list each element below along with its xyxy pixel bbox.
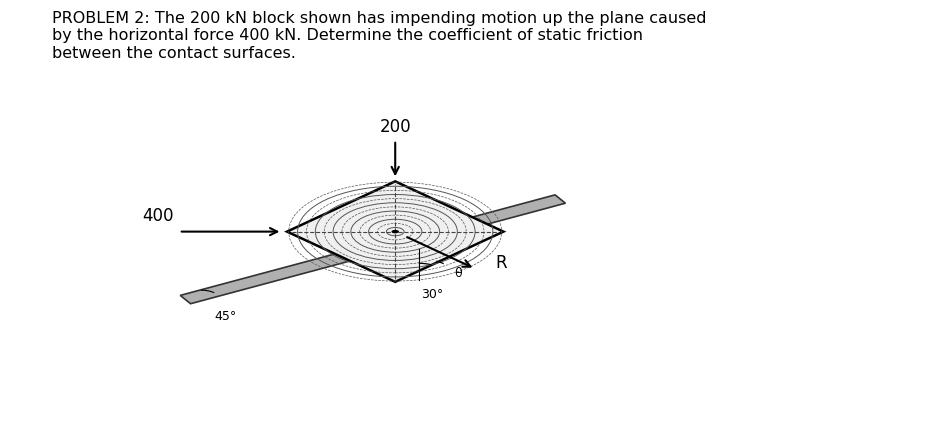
Text: R: R	[496, 254, 507, 272]
Text: 30°: 30°	[422, 288, 444, 301]
Text: PROBLEM 2: The 200 kN block shown has impending motion up the plane caused
by th: PROBLEM 2: The 200 kN block shown has im…	[52, 11, 707, 61]
Text: 400: 400	[143, 208, 174, 225]
Polygon shape	[181, 195, 566, 304]
Text: θ: θ	[455, 267, 462, 281]
Text: 45°: 45°	[215, 310, 236, 323]
Text: 200: 200	[379, 118, 411, 136]
Polygon shape	[287, 181, 503, 282]
Circle shape	[391, 230, 399, 233]
